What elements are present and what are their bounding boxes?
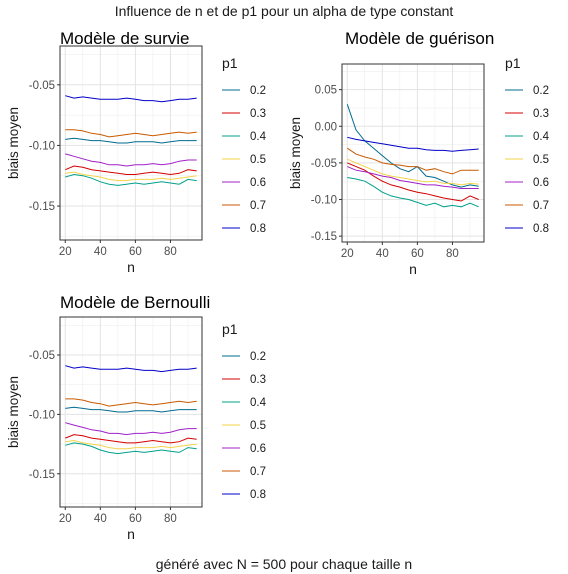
legend-label: 0.5: [533, 154, 549, 166]
series-line-0.6: [65, 153, 197, 167]
x-tick-label: 40: [94, 513, 107, 525]
legend-label: 0.4: [250, 131, 267, 143]
x-axis-title: n: [409, 261, 417, 277]
series-line-0.5: [65, 171, 197, 182]
plot-background: [60, 46, 202, 240]
y-tick-label: -0.10: [311, 195, 337, 207]
series-line-0.7: [347, 147, 479, 175]
series-line-0.4: [65, 173, 197, 186]
legend-title: p1: [222, 321, 238, 337]
series-line-0.2: [65, 137, 197, 144]
x-tick-label: 80: [446, 248, 459, 260]
legend-label: 0.7: [533, 200, 549, 212]
legend-label: 0.4: [533, 131, 550, 143]
x-axis-title: n: [127, 526, 135, 542]
legend-label: 0.4: [250, 397, 267, 409]
legend-label: 0.7: [250, 200, 266, 212]
chart-panel-2: 20 40 60 80 -0.15 -0.10 -0.05 0.00 0.05 n biais mo…: [288, 29, 550, 277]
x-tick-label: 40: [94, 246, 107, 258]
x-tick-label: 80: [164, 246, 177, 258]
legend: p1 0.2 0.3 0.4 0.5 0.6 0.7 0.8: [222, 321, 267, 501]
legend-label: 0.6: [533, 177, 549, 189]
x-tick-label: 60: [129, 513, 142, 525]
series-line-0.7: [65, 398, 197, 407]
y-axis-title: biais moyen: [6, 107, 21, 179]
chart-title: Modèle de survie: [60, 29, 189, 48]
plot-background: [60, 317, 202, 507]
y-axis-title: biais moyen: [288, 117, 303, 189]
series-line-0.2: [346, 104, 479, 188]
series-line-0.8: [65, 365, 197, 373]
y-tick-label: -0.10: [29, 409, 55, 421]
y-tick-label: -0.05: [311, 158, 337, 170]
series-line-0.5: [347, 158, 479, 186]
series-line-0.3: [65, 434, 197, 444]
legend-label: 0.6: [250, 177, 266, 189]
x-tick-label: 20: [59, 246, 72, 258]
y-tick-label: -0.15: [311, 231, 337, 243]
legend-label: 0.2: [533, 85, 549, 97]
y-tick-label: 0.05: [315, 85, 337, 97]
x-tick-label: 20: [59, 513, 72, 525]
legend-label: 0.8: [250, 223, 266, 235]
y-tick-label: -0.05: [29, 350, 55, 362]
legend-label: 0.6: [250, 443, 266, 455]
series-line-0.7: [65, 129, 197, 138]
legend-label: 0.3: [250, 108, 266, 120]
y-tick-label: -0.10: [29, 140, 55, 152]
series-line-0.3: [65, 165, 197, 176]
series-line-0.4: [347, 177, 479, 208]
x-tick-label: 40: [376, 248, 389, 260]
legend-label: 0.8: [533, 223, 549, 235]
figure-title: Influence de n et de p1 pour un alpha de…: [114, 3, 454, 19]
x-tick-label: 80: [164, 513, 177, 525]
legend: p1 0.2 0.3 0.4 0.5 0.6 0.7 0.8: [222, 55, 267, 235]
plot-background: [342, 64, 484, 242]
plot-border: [341, 63, 485, 243]
legend-title: p1: [505, 55, 521, 71]
series-line-0.4: [65, 442, 197, 455]
y-axis-title: biais moyen: [6, 376, 21, 448]
legend-label: 0.5: [250, 154, 266, 166]
figure-caption: généré avec N = 500 pour chaque taille n: [155, 556, 413, 572]
legend-label: 0.7: [250, 466, 266, 478]
legend-label: 0.3: [250, 374, 266, 386]
y-tick-label: -0.15: [29, 469, 55, 481]
legend-label: 0.2: [250, 85, 266, 97]
series-line-0.8: [347, 136, 479, 152]
series-line-0.5: [65, 439, 197, 450]
chart-panel-3: 20 40 60 80 -0.15 -0.10 -0.05 n biais moyen Modèl…: [6, 293, 267, 542]
x-axis-title: n: [127, 259, 135, 275]
legend-title: p1: [222, 55, 238, 71]
legend-label: 0.2: [250, 351, 266, 363]
chart-panel-1: 20 40 60 80 -0.15 -0.10 -0.05 n biais moyen Modèl…: [6, 29, 267, 275]
chart-title: Modèle de Bernoulli: [60, 293, 210, 312]
legend-label: 0.8: [250, 489, 266, 501]
plot-border: [59, 316, 203, 508]
series-line-0.6: [347, 166, 479, 189]
series-line-0.2: [65, 406, 197, 413]
plot-border: [59, 45, 203, 241]
legend-label: 0.3: [533, 108, 549, 120]
chart-title: Modèle de guérison: [345, 29, 494, 48]
legend: p1 0.2 0.3 0.4 0.5 0.6 0.7 0.8: [505, 55, 550, 235]
y-tick-label: -0.05: [29, 80, 55, 92]
y-tick-label: -0.15: [29, 201, 55, 213]
legend-label: 0.5: [250, 420, 266, 432]
x-tick-label: 60: [129, 246, 142, 258]
y-tick-label: 0.00: [315, 121, 337, 133]
series-line-0.6: [65, 422, 197, 436]
series-line-0.8: [65, 95, 197, 103]
x-tick-label: 20: [341, 248, 354, 260]
x-tick-label: 60: [411, 248, 424, 260]
